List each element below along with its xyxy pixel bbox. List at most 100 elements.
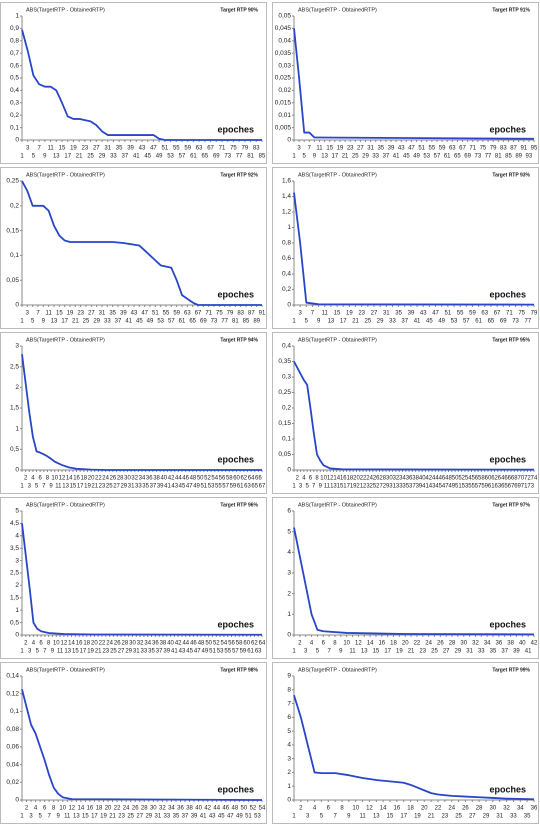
y-tick-label: 6: [287, 714, 291, 721]
chart-title: ABS(TargetRTP - ObtainedRTP): [26, 667, 105, 673]
x-tick-label: 61: [237, 484, 244, 490]
x-tick-label: 69: [500, 319, 507, 325]
x-tick-label: 33: [164, 814, 171, 820]
y-tick-label: 0,03: [278, 62, 291, 69]
x-tick-label: 62: [251, 641, 258, 647]
annotation: Target RTP 92%: [220, 172, 258, 178]
x-tick-label: 60: [243, 641, 250, 647]
y-tick-label: 0,4: [282, 343, 291, 350]
x-tick-label: 33: [104, 319, 111, 325]
y-tick-label: 1: [287, 224, 291, 231]
y-tick-label: 0,01: [278, 112, 291, 119]
x-tick-label: 2: [298, 641, 302, 647]
y-tick-label: 0,8: [10, 38, 19, 45]
x-tick-label: 13: [62, 484, 69, 490]
x-tick-label: 42: [204, 806, 211, 812]
x-tick-label: 42: [175, 641, 182, 647]
chart-panel: 00,511,522,533,544,551234567891011121314…: [0, 497, 267, 659]
x-tick-label: 57: [179, 154, 186, 160]
x-tick-label: 32: [393, 476, 400, 482]
y-tick-label: 0,1: [10, 708, 19, 715]
x-tick-label: 3: [26, 311, 30, 317]
x-tick-label: 64: [259, 641, 266, 647]
y-tick-label: 1: [15, 13, 19, 20]
x-tick-label: 5: [38, 814, 42, 820]
x-tick-label: 20: [353, 476, 360, 482]
x-tick-label: 30: [386, 476, 393, 482]
x-tick-label: 19: [346, 311, 353, 317]
x-tick-label: 29: [455, 649, 462, 655]
x-tick-label: 87: [248, 311, 255, 317]
x-tick-label: 45: [179, 484, 186, 490]
x-tick-label: 22: [95, 476, 102, 482]
x-tick-label: 19: [396, 649, 403, 655]
y-tick-label: 2,5: [10, 570, 19, 577]
y-tick-label: 0: [15, 302, 19, 309]
x-tick-label: 39: [388, 146, 395, 152]
x-tick-label: 53: [157, 319, 164, 325]
x-tick-label: 64: [248, 476, 255, 482]
x-tick-label: 62: [240, 476, 247, 482]
x-tick-label: 9: [42, 319, 46, 325]
x-tick-label: 79: [531, 311, 538, 317]
x-tick-label: 37: [122, 154, 129, 160]
x-tick-label: 37: [156, 649, 163, 655]
x-tick-label: 47: [150, 146, 157, 152]
x-tick-label: 36: [152, 641, 159, 647]
x-tick-label: 87: [510, 146, 517, 152]
x-tick-label: 53: [167, 154, 174, 160]
x-tick-label: 45: [435, 484, 442, 490]
x-tick-label: 29: [145, 814, 152, 820]
x-tick-label: 75: [480, 146, 487, 152]
x-tick-label: 64: [498, 476, 505, 482]
x-tick-label: 23: [358, 311, 365, 317]
data-line: [21, 689, 263, 801]
x-tick-label: 7: [312, 484, 316, 490]
x-tick-label: 9: [317, 319, 321, 325]
y-tick-label: 1: [287, 783, 291, 790]
y-tick-label: 0,1: [10, 124, 19, 131]
x-tick-label: 15: [326, 146, 333, 152]
x-tick-label: 32: [472, 641, 479, 647]
y-tick-label: 0: [15, 797, 19, 804]
x-tick-label: 61: [190, 154, 197, 160]
x-tick-label: 50: [241, 806, 248, 812]
y-tick-label: 9: [287, 673, 291, 680]
x-tick-label: 54: [259, 806, 266, 812]
x-tick-label: 18: [407, 806, 414, 812]
x-tick-label: 1: [292, 319, 296, 325]
panel-frame: [272, 167, 539, 329]
x-tick-label: 9: [57, 814, 61, 820]
x-tick-label: 26: [132, 806, 139, 812]
y-tick-label: 3: [287, 755, 291, 762]
x-tick-label: 48: [231, 806, 238, 812]
x-tick-label: 44: [213, 806, 220, 812]
x-tick-label: 71: [469, 146, 476, 152]
y-tick-label: 1: [15, 425, 19, 432]
y-tick-label: 2: [15, 582, 19, 589]
x-tick-label: 23: [118, 814, 125, 820]
x-tick-label: 47: [141, 311, 148, 317]
x-tick-label: 51: [162, 146, 169, 152]
y-tick-label: 8: [287, 686, 291, 693]
x-tick-label: 40: [167, 641, 174, 647]
x-tick-label: 43: [398, 146, 405, 152]
x-tick-label: 41: [133, 154, 140, 160]
x-tick-label: 23: [442, 814, 449, 820]
x-tick-label: 47: [432, 311, 439, 317]
x-tick-label: 5: [303, 154, 307, 160]
y-tick-label: 0,08: [6, 726, 19, 733]
y-tick-label: 0: [15, 137, 19, 144]
x-tick-label: 48: [198, 641, 205, 647]
x-tick-label: 50: [205, 641, 212, 647]
panel-frame: [0, 332, 267, 494]
x-tick-label: 3: [306, 814, 310, 820]
x-tick-label: 51: [152, 311, 159, 317]
x-tick-label: 67: [508, 484, 515, 490]
x-tick-label: 20: [105, 806, 112, 812]
chart-panel: 00,020,040,060,080,10,120,14123456789101…: [0, 662, 267, 824]
y-tick-label: 0: [287, 467, 291, 474]
x-tick-label: 15: [373, 649, 380, 655]
x-tick-label: 33: [372, 154, 379, 160]
